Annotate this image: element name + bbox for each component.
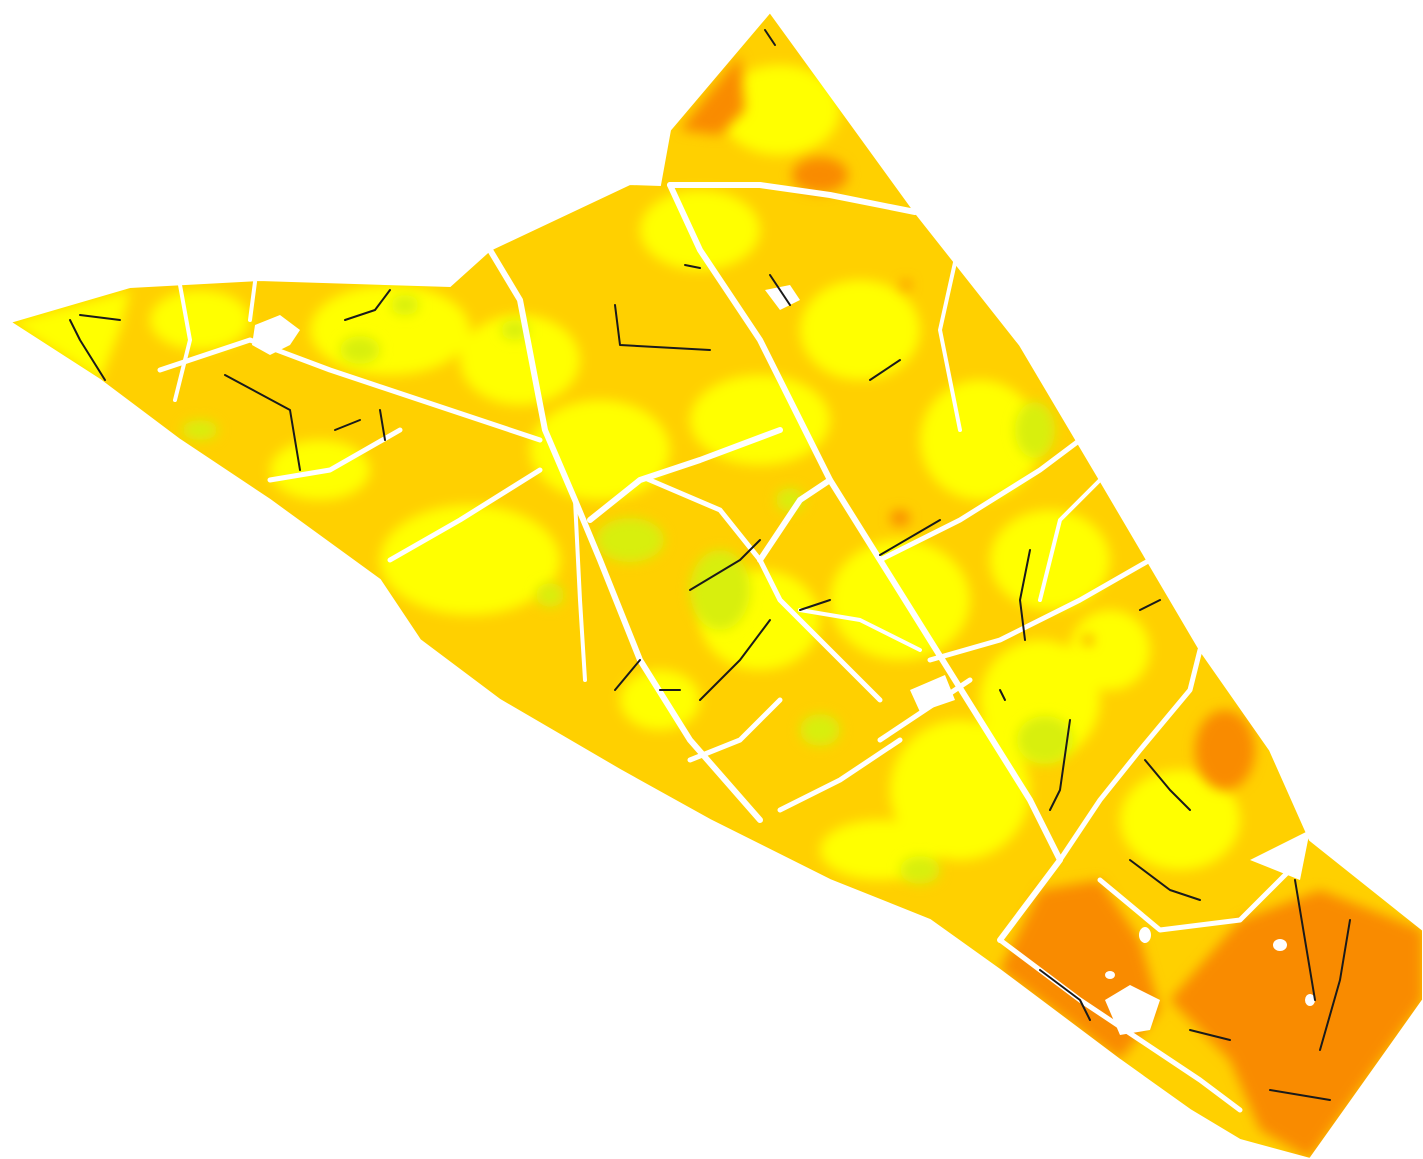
pond bbox=[1305, 994, 1315, 1006]
road bbox=[927, 557, 1153, 663]
drain bbox=[1049, 719, 1071, 811]
road bbox=[387, 467, 543, 563]
field-outline bbox=[7, 10, 1423, 1159]
building-patch bbox=[1105, 985, 1160, 1035]
road bbox=[248, 280, 257, 322]
drain bbox=[1144, 759, 1191, 811]
drain bbox=[1139, 599, 1161, 611]
road bbox=[1038, 478, 1102, 602]
drains bbox=[69, 29, 1351, 1101]
road bbox=[642, 475, 883, 703]
non-cropped-areas bbox=[252, 285, 1315, 1035]
building-patch bbox=[765, 285, 800, 310]
drain bbox=[1269, 1089, 1331, 1101]
drain bbox=[614, 659, 641, 691]
drain bbox=[614, 304, 711, 351]
drain bbox=[224, 374, 301, 471]
road bbox=[938, 238, 962, 432]
building-patch bbox=[252, 315, 300, 355]
road bbox=[757, 477, 833, 563]
drain bbox=[799, 599, 831, 611]
road bbox=[687, 697, 783, 763]
drain bbox=[869, 359, 901, 381]
road bbox=[1057, 647, 1203, 863]
building-patch bbox=[910, 675, 955, 712]
roads bbox=[157, 182, 1303, 1113]
road bbox=[798, 608, 922, 652]
drain bbox=[999, 689, 1006, 701]
drain bbox=[689, 539, 761, 591]
road bbox=[877, 437, 1083, 563]
drain bbox=[79, 314, 121, 321]
zone-high bbox=[10, 65, 1240, 880]
yield-zones bbox=[10, 55, 1423, 1159]
road bbox=[667, 182, 918, 215]
drain bbox=[379, 409, 386, 441]
pond bbox=[1105, 971, 1115, 979]
zone-very-high bbox=[182, 295, 1073, 884]
drain bbox=[344, 289, 391, 321]
road bbox=[777, 737, 903, 813]
road bbox=[267, 427, 403, 483]
drain bbox=[334, 419, 361, 431]
drain bbox=[684, 264, 701, 269]
drain bbox=[69, 319, 106, 381]
drain bbox=[699, 619, 771, 701]
drain bbox=[879, 519, 941, 556]
drain bbox=[764, 29, 776, 46]
pond bbox=[1273, 939, 1287, 951]
road bbox=[157, 337, 543, 443]
building-patch bbox=[1250, 830, 1310, 880]
pond bbox=[1139, 927, 1151, 943]
drain bbox=[1019, 549, 1031, 641]
drain bbox=[1319, 919, 1351, 1051]
road bbox=[487, 247, 763, 823]
drain bbox=[769, 274, 791, 306]
drain bbox=[1189, 1029, 1231, 1041]
road bbox=[173, 283, 192, 402]
drain bbox=[1039, 969, 1091, 1021]
road bbox=[573, 498, 587, 682]
road bbox=[1097, 857, 1303, 933]
drain bbox=[1129, 859, 1201, 901]
road bbox=[587, 427, 783, 523]
drain bbox=[1294, 879, 1316, 1001]
